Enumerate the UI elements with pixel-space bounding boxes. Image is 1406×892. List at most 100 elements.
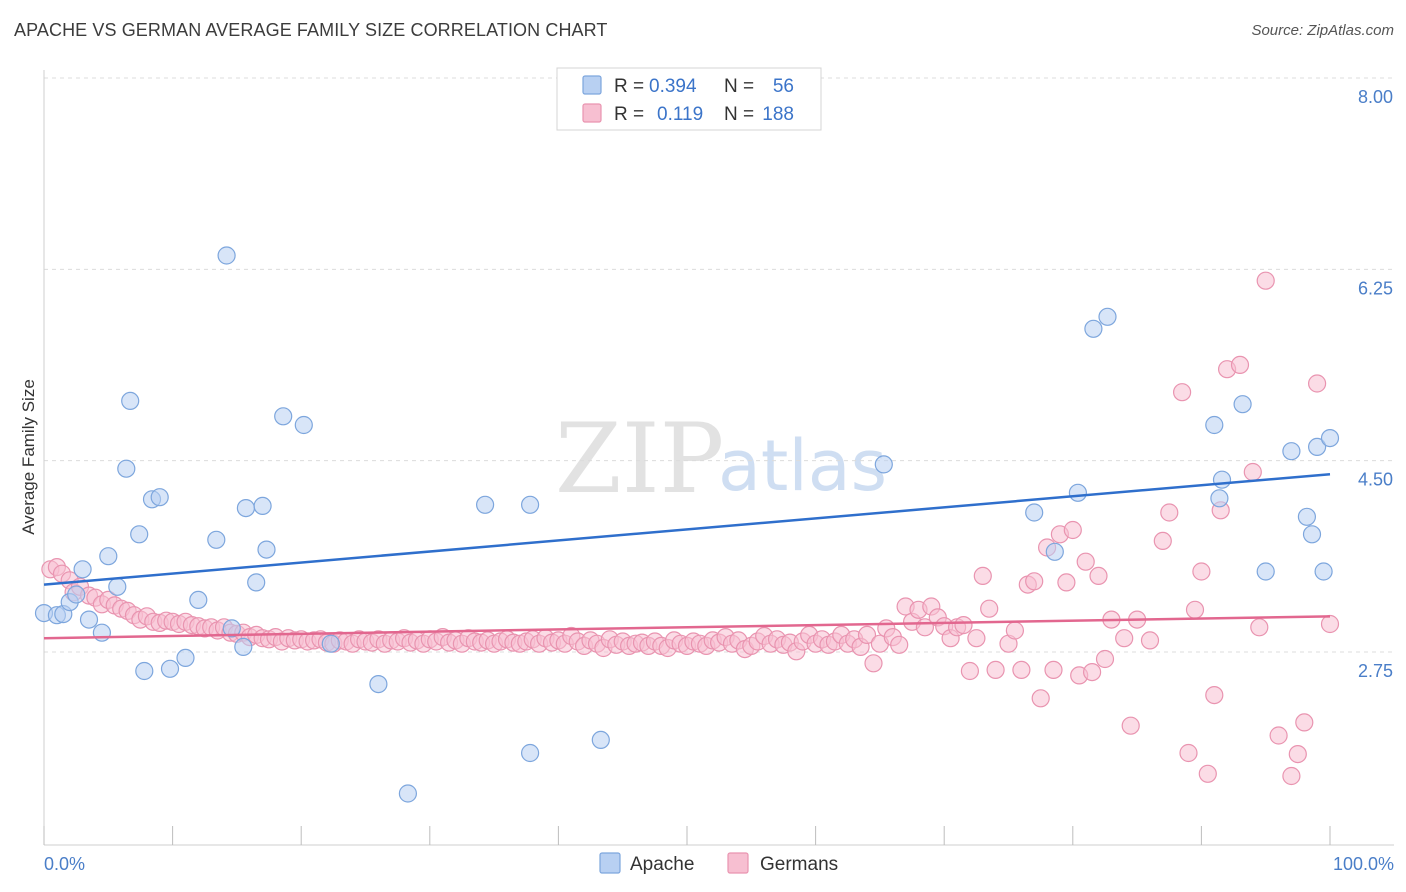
germans-point — [1089, 566, 1108, 586]
y-axis-label: Average Family Size — [19, 379, 38, 535]
germans-point — [1307, 374, 1327, 393]
apache-point — [121, 391, 140, 410]
germans-point — [1005, 621, 1025, 640]
germans-r-label: R = — [614, 104, 644, 125]
apache-point — [1302, 525, 1322, 544]
apache-point — [207, 530, 226, 549]
germans-point — [967, 629, 986, 648]
apache-point — [321, 634, 340, 653]
chart-source: Source: ZipAtlas.com — [1251, 22, 1394, 39]
apache-point — [1307, 437, 1327, 456]
germans-point — [1172, 383, 1192, 402]
germans-point — [954, 615, 973, 635]
apache-point — [591, 730, 610, 750]
y-axis-tick-labels: 2.75 4.50 6.25 8.00 — [1358, 87, 1393, 681]
germans-point — [980, 599, 999, 618]
y-tick-label: 4.50 — [1358, 470, 1393, 490]
apache-bottom-label: Apache — [630, 854, 694, 875]
apache-point — [1025, 503, 1044, 522]
apache-point — [1205, 415, 1224, 435]
germans-point — [1320, 614, 1340, 634]
germans-point — [1179, 743, 1198, 763]
apache-point — [1210, 489, 1229, 508]
apache-point — [67, 585, 86, 604]
apache-point — [1068, 483, 1088, 502]
apache-point — [520, 743, 540, 763]
apache-point — [294, 415, 313, 435]
germans-trend-line — [43, 615, 1331, 640]
germans-point — [973, 566, 992, 586]
germans-point — [1198, 764, 1217, 783]
apache-point — [1297, 507, 1317, 526]
germans-point — [1057, 573, 1076, 592]
germans-point — [960, 661, 980, 681]
apache-trend-line — [43, 472, 1331, 586]
apache-point — [1256, 562, 1275, 581]
apache-point — [253, 496, 272, 515]
germans-point — [1063, 520, 1082, 540]
germans-point — [1153, 531, 1172, 551]
apache-point — [520, 495, 540, 514]
apache-point — [217, 246, 236, 265]
germans-point — [1160, 503, 1179, 522]
germans-point — [1140, 631, 1160, 650]
apache-point — [189, 590, 208, 610]
apache-n-value: 56 — [773, 76, 794, 97]
x-tick-label-min: 0.0% — [44, 854, 85, 874]
germans-point — [1205, 685, 1224, 705]
watermark-atlas: atlas — [718, 425, 887, 507]
germans-point — [1012, 660, 1031, 680]
chart-title: APACHE VS GERMAN AVERAGE FAMILY SIZE COR… — [14, 20, 608, 40]
germans-point — [1256, 271, 1275, 290]
series-legend: Apache Germans — [599, 852, 838, 875]
germans-point — [1082, 662, 1102, 682]
apache-point — [247, 573, 266, 592]
germans-point — [864, 654, 883, 673]
apache-point — [117, 459, 136, 478]
germans-point — [1269, 726, 1288, 745]
apache-r-value: 0.394 — [649, 76, 697, 97]
apache-point — [176, 648, 195, 668]
y-tick-label: 8.00 — [1358, 87, 1393, 107]
germans-point — [1095, 649, 1115, 669]
germans-point — [1282, 766, 1301, 786]
apache-point — [79, 610, 99, 629]
apache-point — [1233, 395, 1252, 414]
apache-point — [1045, 542, 1064, 561]
germans-point — [1031, 689, 1050, 708]
germans-point — [986, 660, 1005, 680]
germans-bottom-swatch — [727, 852, 749, 874]
apache-point — [160, 659, 180, 678]
germans-point — [1076, 552, 1095, 571]
germans-point — [1115, 629, 1134, 648]
apache-point — [99, 547, 118, 566]
x-axis-ticks — [43, 826, 1331, 845]
germans-r-value: 0.119 — [657, 104, 703, 125]
apache-point — [1320, 429, 1340, 448]
apache-point — [234, 637, 253, 657]
apache-point — [1212, 470, 1232, 489]
apache-point — [257, 540, 276, 559]
germans-point — [1250, 618, 1269, 637]
apache-bottom-swatch — [599, 852, 621, 874]
apache-series-points — [34, 246, 1340, 803]
germans-point — [1288, 744, 1307, 764]
germans-bottom-label: Germans — [760, 854, 838, 875]
y-tick-label: 6.25 — [1358, 278, 1393, 298]
watermark-zip: ZIP — [555, 403, 724, 515]
axes — [43, 70, 1394, 846]
apache-point — [476, 495, 495, 514]
grid-lines — [44, 77, 1394, 653]
apache-point — [274, 407, 293, 426]
apache-point — [369, 674, 388, 694]
y-tick-label: 2.75 — [1358, 661, 1393, 681]
germans-point — [1192, 562, 1211, 581]
apache-n-label: N = — [724, 76, 754, 97]
apache-point — [108, 577, 127, 596]
x-tick-label-max: 100.0% — [1333, 854, 1394, 874]
apache-point — [73, 560, 92, 579]
apache-point — [1314, 562, 1333, 581]
apache-point — [1084, 319, 1103, 338]
stats-legend: R = 0.394 N = 56 R = 0.119 N = 188 — [556, 67, 822, 131]
